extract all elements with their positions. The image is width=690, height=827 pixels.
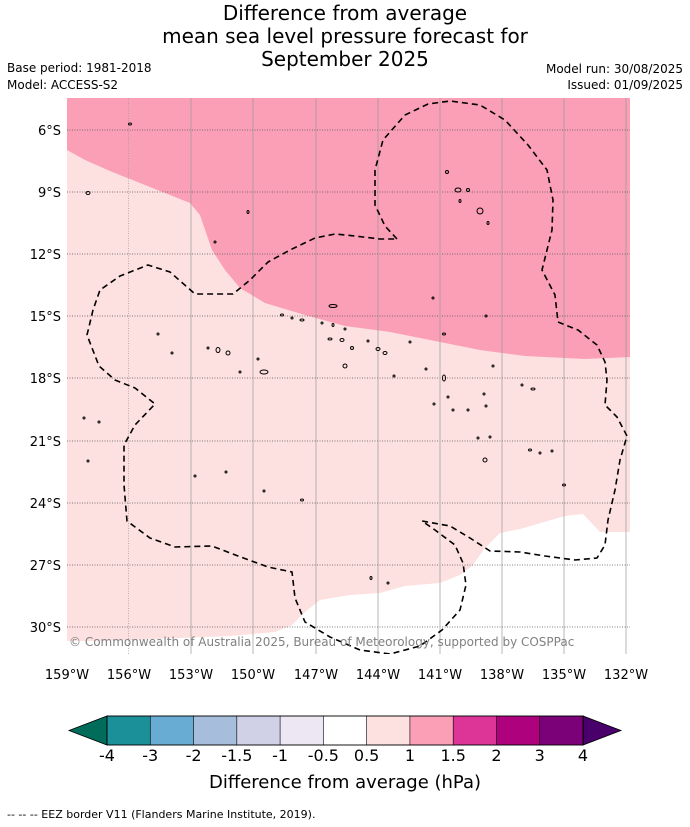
model-label: Model: ACCESS-S2 <box>7 78 119 92</box>
colorbar-cell <box>452 715 498 746</box>
lon-label: 153°W <box>169 668 213 683</box>
colorbar-cell <box>149 715 195 746</box>
colorbar-tick-label: -4 <box>99 746 115 765</box>
lon-label: 132°W <box>604 668 648 683</box>
lon-label: 156°W <box>107 668 151 683</box>
lat-label: 18°S <box>30 372 61 387</box>
colorbar-cell <box>539 715 584 746</box>
colorbar-tick-label: -0.5 <box>308 746 339 765</box>
colorbar-overflow-arrow <box>582 715 623 746</box>
copyright-notice: © Commonwealth of Australia 2025, Bureau… <box>69 635 574 649</box>
colorbar-tick-labels: -4 -3 -2 -1.5 -1 -0.5 0.5 1 1.5 2 3 4 <box>99 746 588 765</box>
lon-label: 144°W <box>356 668 400 683</box>
colorbar-tick-label: -3 <box>142 746 158 765</box>
colorbar-tick-label: -2 <box>186 746 202 765</box>
eez-legend-note: -- -- -- EEZ border V11 (Flanders Marine… <box>7 808 316 821</box>
longitude-gridlines <box>128 98 627 654</box>
colorbar-cell <box>496 715 541 746</box>
colorbar-cell <box>236 715 281 746</box>
lat-label: 27°S <box>30 559 61 574</box>
colorbar-frame <box>106 715 584 746</box>
longitude-labels: 159°W 156°W 153°W 150°W 147°W 144°W 141°… <box>45 668 648 683</box>
colorbar-cell <box>193 715 238 746</box>
eez-border-cook-islands <box>86 100 628 654</box>
colorbar-tick-label: -1.5 <box>221 746 252 765</box>
map-figure: © Commonwealth of Australia 2025, Bureau… <box>30 98 648 793</box>
lon-label: 150°W <box>231 668 275 683</box>
issued-label: Issued: 01/09/2025 <box>567 78 683 92</box>
lon-label: 147°W <box>294 668 338 683</box>
lon-label: 135°W <box>542 668 586 683</box>
islands <box>82 122 566 585</box>
lon-label: 159°W <box>45 668 89 683</box>
colorbar-cell <box>106 715 152 746</box>
lat-label: 30°S <box>30 621 61 636</box>
colorbar-tick-label: 1.5 <box>440 746 465 765</box>
anomaly-1-to-1p5-region <box>67 98 630 359</box>
colorbar-cell <box>366 715 411 746</box>
chart-title-line-1: Difference from average <box>222 1 468 25</box>
lon-label: 138°W <box>480 668 524 683</box>
lat-label: 21°S <box>30 435 61 450</box>
colorbar-tick-label: 1 <box>405 746 415 765</box>
chart-title-line-3: September 2025 <box>261 47 429 71</box>
lat-label: 9°S <box>38 186 61 201</box>
colorbar-cell <box>409 715 454 746</box>
lat-label: 24°S <box>30 497 61 512</box>
colorbar-cell <box>323 715 368 746</box>
eez-borders <box>67 100 628 654</box>
lat-label: 6°S <box>38 124 61 139</box>
colorbar-cells <box>106 715 584 746</box>
colorbar-underflow-arrow <box>67 715 108 746</box>
colorbar-tick-label: -1 <box>272 746 288 765</box>
lon-label: 141°W <box>418 668 462 683</box>
lat-label: 15°S <box>30 310 61 325</box>
colorbar-tick-label: 4 <box>578 746 588 765</box>
colorbar-cell <box>279 715 325 746</box>
map-area: © Commonwealth of Australia 2025, Bureau… <box>67 98 630 654</box>
colorbar-title: Difference from average (hPa) <box>209 772 481 793</box>
chart-title-line-2: mean sea level pressure forecast for <box>162 24 528 48</box>
colorbar-tick-label: 2 <box>491 746 501 765</box>
colorbar-tick-label: 3 <box>535 746 545 765</box>
latitude-labels: 6°S 9°S 12°S 15°S 18°S 21°S 24°S 27°S 30… <box>30 124 61 636</box>
eez-border-west <box>67 404 68 405</box>
colorbar-tick-label: 0.5 <box>354 746 379 765</box>
lat-label: 12°S <box>30 248 61 263</box>
base-period-label: Base period: 1981-2018 <box>7 61 152 75</box>
colorbar: -4 -3 -2 -1.5 -1 -0.5 0.5 1 1.5 2 3 4 Difference fr… <box>67 715 623 793</box>
model-run-label: Model run: 30/08/2025 <box>545 62 683 76</box>
